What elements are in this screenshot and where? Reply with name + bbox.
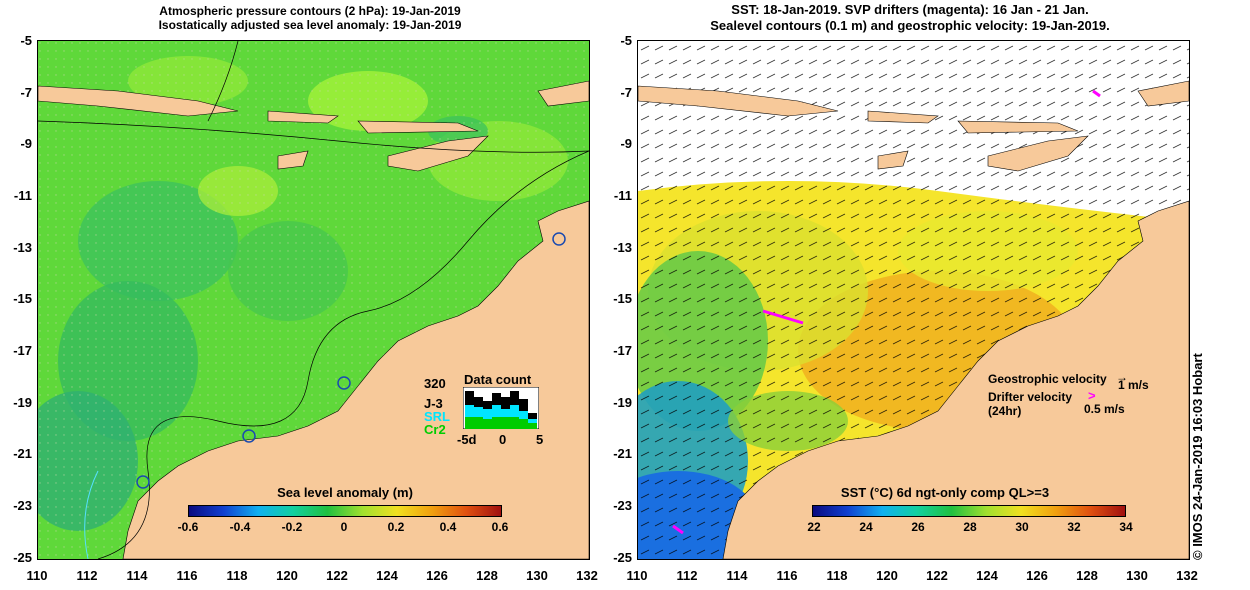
right-title-line1: SST: 18-Jan-2019. SVP drifters (magenta)… [731, 2, 1089, 17]
y-tick-label: -15 [613, 291, 632, 306]
sst-colorbar-tick: 24 [859, 520, 873, 534]
sst-map [637, 40, 1190, 560]
x-tick-label: 112 [676, 568, 698, 583]
x-tick-label: 118 [826, 568, 848, 583]
x-tick-label: 128 [1076, 568, 1098, 583]
y-tick-label: -7 [620, 85, 632, 100]
sst-colorbar-tick: 26 [911, 520, 925, 534]
data-count-xtick: 0 [499, 432, 507, 447]
x-tick-label: 114 [726, 568, 748, 583]
data-count-sat1: J-3 [424, 396, 443, 411]
sst-colorbar-tick: 32 [1067, 520, 1081, 534]
geostrophic-arrow-icon: → [1116, 370, 1128, 384]
y-tick-label: -7 [20, 85, 32, 100]
x-tick-label: 110 [626, 568, 648, 583]
y-tick-label: -11 [13, 188, 32, 203]
data-count-xtick: 5 [536, 432, 544, 447]
y-tick-label: -21 [613, 446, 632, 461]
x-tick-label: 110 [26, 568, 48, 583]
y-tick-label: -13 [613, 240, 632, 255]
sea-level-anomaly-map [37, 40, 590, 560]
data-count-title: Data count [464, 372, 532, 387]
data-count-sat3: Cr2 [424, 422, 446, 437]
y-tick-label: -17 [613, 343, 632, 358]
y-tick-label: -23 [613, 498, 632, 513]
data-count-max: 320 [424, 376, 446, 391]
x-tick-label: 128 [476, 568, 498, 583]
x-tick-label: 130 [1126, 568, 1148, 583]
sea-level-colorbar-tick: 0 [340, 520, 348, 534]
drifter-arrow-icon: > [1088, 388, 1096, 403]
drifter-scale: 0.5 m/s [1084, 402, 1125, 416]
sst-colorbar-tick: 30 [1015, 520, 1029, 534]
right-title-line2: Sealevel contours (0.1 m) and geostrophi… [710, 18, 1110, 33]
y-tick-label: -25 [613, 550, 632, 565]
sea-level-colorbar-title: Sea level anomaly (m) [277, 485, 413, 500]
data-count-histogram [463, 387, 539, 429]
y-tick-label: -11 [613, 188, 632, 203]
y-tick-label: -5 [620, 33, 632, 48]
sst-colorbar-tick: 22 [807, 520, 821, 534]
x-tick-label: 116 [176, 568, 198, 583]
sst-colorbar-title: SST (°C) 6d ngt-only comp QL>=3 [840, 485, 1050, 500]
y-tick-label: -15 [13, 291, 32, 306]
x-tick-label: 122 [926, 568, 948, 583]
drifter-velocity-period: (24hr) [988, 404, 1022, 418]
left-title-line2: Isostatically adjusted sea level anomaly… [158, 18, 462, 32]
left-map-title: Atmospheric pressure contours (2 hPa): 1… [110, 4, 510, 32]
imos-credit: © IMOS 24-Jan-2019 16:03 Hobart [1190, 353, 1205, 560]
x-tick-label: 132 [1176, 568, 1198, 583]
sst-colorbar-tick: 34 [1119, 520, 1133, 534]
y-tick-label: -13 [13, 240, 32, 255]
y-tick-label: -21 [13, 446, 32, 461]
x-tick-label: 126 [426, 568, 448, 583]
x-tick-label: 124 [976, 568, 998, 583]
x-tick-label: 120 [276, 568, 298, 583]
geostrophic-scale: 1 m/s [1118, 378, 1149, 392]
data-count-sat2: SRL [424, 409, 450, 424]
geostrophic-velocity-label: Geostrophic velocity [988, 372, 1107, 386]
x-tick-label: 130 [526, 568, 548, 583]
y-tick-label: -9 [620, 136, 632, 151]
x-tick-label: 114 [126, 568, 148, 583]
sea-level-colorbar [188, 505, 502, 517]
y-tick-label: -23 [13, 498, 32, 513]
x-tick-label: 120 [876, 568, 898, 583]
x-tick-label: 118 [226, 568, 248, 583]
y-tick-label: -25 [13, 550, 32, 565]
y-tick-label: -5 [20, 33, 32, 48]
sea-level-colorbar-tick: 0.2 [387, 520, 405, 534]
x-tick-label: 126 [1026, 568, 1048, 583]
x-tick-label: 132 [576, 568, 598, 583]
x-tick-label: 116 [776, 568, 798, 583]
y-tick-label: -9 [20, 136, 32, 151]
drifter-velocity-label: Drifter velocity [988, 390, 1073, 404]
data-count-xtick: -5d [457, 432, 477, 447]
x-tick-label: 124 [376, 568, 398, 583]
sst-colorbar [812, 505, 1126, 517]
x-tick-label: 112 [76, 568, 98, 583]
sea-level-colorbar-tick: -0.4 [229, 520, 251, 534]
sea-level-colorbar-tick: 0.4 [439, 520, 457, 534]
right-map-title: SST: 18-Jan-2019. SVP drifters (magenta)… [660, 2, 1160, 34]
left-title-line1: Atmospheric pressure contours (2 hPa): 1… [159, 4, 461, 18]
sst-colorbar-tick: 28 [963, 520, 977, 534]
sea-level-colorbar-tick: -0.6 [177, 520, 199, 534]
x-tick-label: 122 [326, 568, 348, 583]
sea-level-colorbar-tick: 0.6 [491, 520, 509, 534]
y-tick-label: -17 [13, 343, 32, 358]
sea-level-colorbar-tick: -0.2 [281, 520, 303, 534]
y-tick-label: -19 [613, 395, 632, 410]
y-tick-label: -19 [13, 395, 32, 410]
